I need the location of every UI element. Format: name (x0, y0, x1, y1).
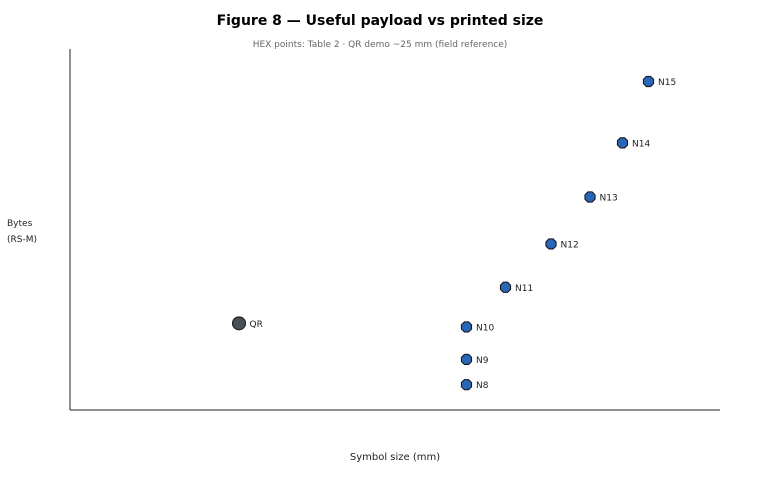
point-n15 (642, 75, 655, 88)
point-n9 (460, 353, 473, 366)
data-points: N8 N9 N10 N11 N12 N13 N14 N15 QR (232, 75, 676, 391)
point-n10 (460, 321, 473, 333)
point-label-n14: N14 (632, 139, 650, 149)
point-n8 (460, 379, 473, 391)
point-n12 (545, 238, 557, 250)
y-axis-label-line-1: Bytes (7, 219, 33, 229)
point-label-n11: N11 (515, 284, 533, 294)
point-n14 (616, 137, 629, 149)
chart-title: Figure 8 — Useful payload vs printed siz… (216, 13, 544, 29)
y-axis-label-line-2: (RS-M) (7, 235, 38, 245)
point-qr (232, 316, 246, 331)
point-label-qr: QR (250, 320, 263, 330)
chart-subtitle: HEX points: Table 2 · QR demo ~25 mm (fi… (252, 40, 508, 50)
point-n11 (499, 281, 512, 293)
point-label-n8: N8 (476, 381, 489, 391)
point-n13 (584, 191, 596, 203)
point-label-n12: N12 (561, 240, 579, 250)
point-label-n9: N9 (476, 356, 489, 366)
x-axis-label: Symbol size (mm) (349, 452, 441, 463)
y-axis-label: Bytes (RS-M) (7, 216, 37, 248)
point-label-n10: N10 (476, 323, 494, 333)
point-label-n15: N15 (658, 78, 676, 88)
point-label-n13: N13 (600, 194, 618, 204)
